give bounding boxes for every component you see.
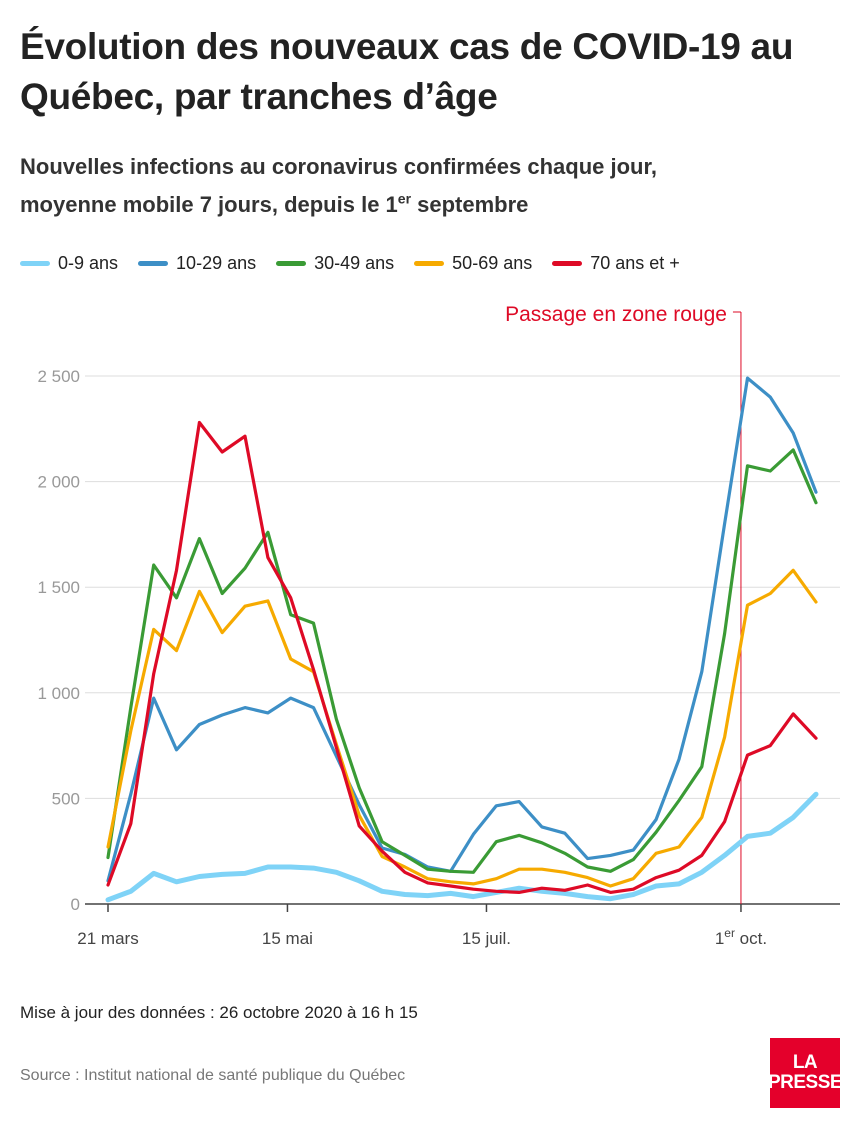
legend-label: 30-49 ans (314, 253, 395, 273)
x-tick-label: 15 juil. (462, 929, 511, 948)
series-line (106, 376, 818, 883)
legend-item: 30-49 ans (276, 253, 394, 274)
update-note: Mise à jour des données : 26 octobre 202… (20, 1003, 418, 1022)
legend-item: 70 ans et + (552, 253, 680, 274)
annotation-label: Passage en zone rouge (505, 303, 727, 326)
legend-label: 70 ans et + (590, 253, 680, 273)
legend-item: 0-9 ans (20, 253, 118, 274)
legend-item: 10-29 ans (138, 253, 256, 274)
chart-legend: 0-9 ans 10-29 ans 30-49 ans 50-69 ans 70 ans… (20, 253, 700, 274)
chart-subtitle: Nouvelles infections au coronavirus conf… (20, 148, 840, 224)
la-presse-logo: LA PRESSE (767, 1038, 843, 1108)
y-tick-label: 2 000 (37, 473, 80, 492)
x-tick-label: 21 mars (77, 929, 138, 948)
logo-line-1: LA (792, 1052, 818, 1073)
subtitle-line-2-end: septembre (411, 192, 529, 217)
subtitle-superscript: er (397, 190, 412, 207)
legend-swatch (414, 261, 445, 266)
x-tick-label: 1er oct. (715, 926, 767, 948)
y-tick-label: 1 000 (37, 684, 80, 703)
legend-label: 50-69 ans (452, 253, 533, 273)
subtitle-line-2: moyenne mobile 7 jours, depuis le 1 (20, 192, 398, 217)
legend-swatch (138, 261, 169, 266)
source-note: Source : Institut national de santé publ… (20, 1067, 406, 1084)
series-line (106, 448, 818, 874)
legend-label: 0-9 ans (58, 253, 119, 273)
legend-swatch (20, 261, 50, 266)
x-tick-label: 15 mai (262, 929, 313, 948)
series-line (105, 791, 819, 903)
y-tick-label: 1 500 (37, 578, 80, 597)
legend-swatch (276, 261, 307, 266)
y-tick-label: 0 (71, 895, 80, 914)
legend-item: 50-69 ans (414, 253, 532, 274)
chart-title: Évolution des nouveaux cas de COVID-19 a… (20, 26, 794, 117)
y-tick-label: 2 500 (37, 367, 80, 386)
logo-line-2: PRESSE (767, 1072, 843, 1093)
y-tick-label: 500 (52, 789, 80, 808)
series-line (106, 420, 818, 895)
subtitle-line-1: Nouvelles infections au coronavirus conf… (20, 154, 657, 179)
series-line (106, 568, 818, 888)
legend-swatch (552, 261, 583, 266)
legend-label: 10-29 ans (176, 253, 257, 273)
line-chart: 0 500 1 000 1 500 2 000 2 500 21 mars 15 mai 15 … (37, 303, 840, 948)
